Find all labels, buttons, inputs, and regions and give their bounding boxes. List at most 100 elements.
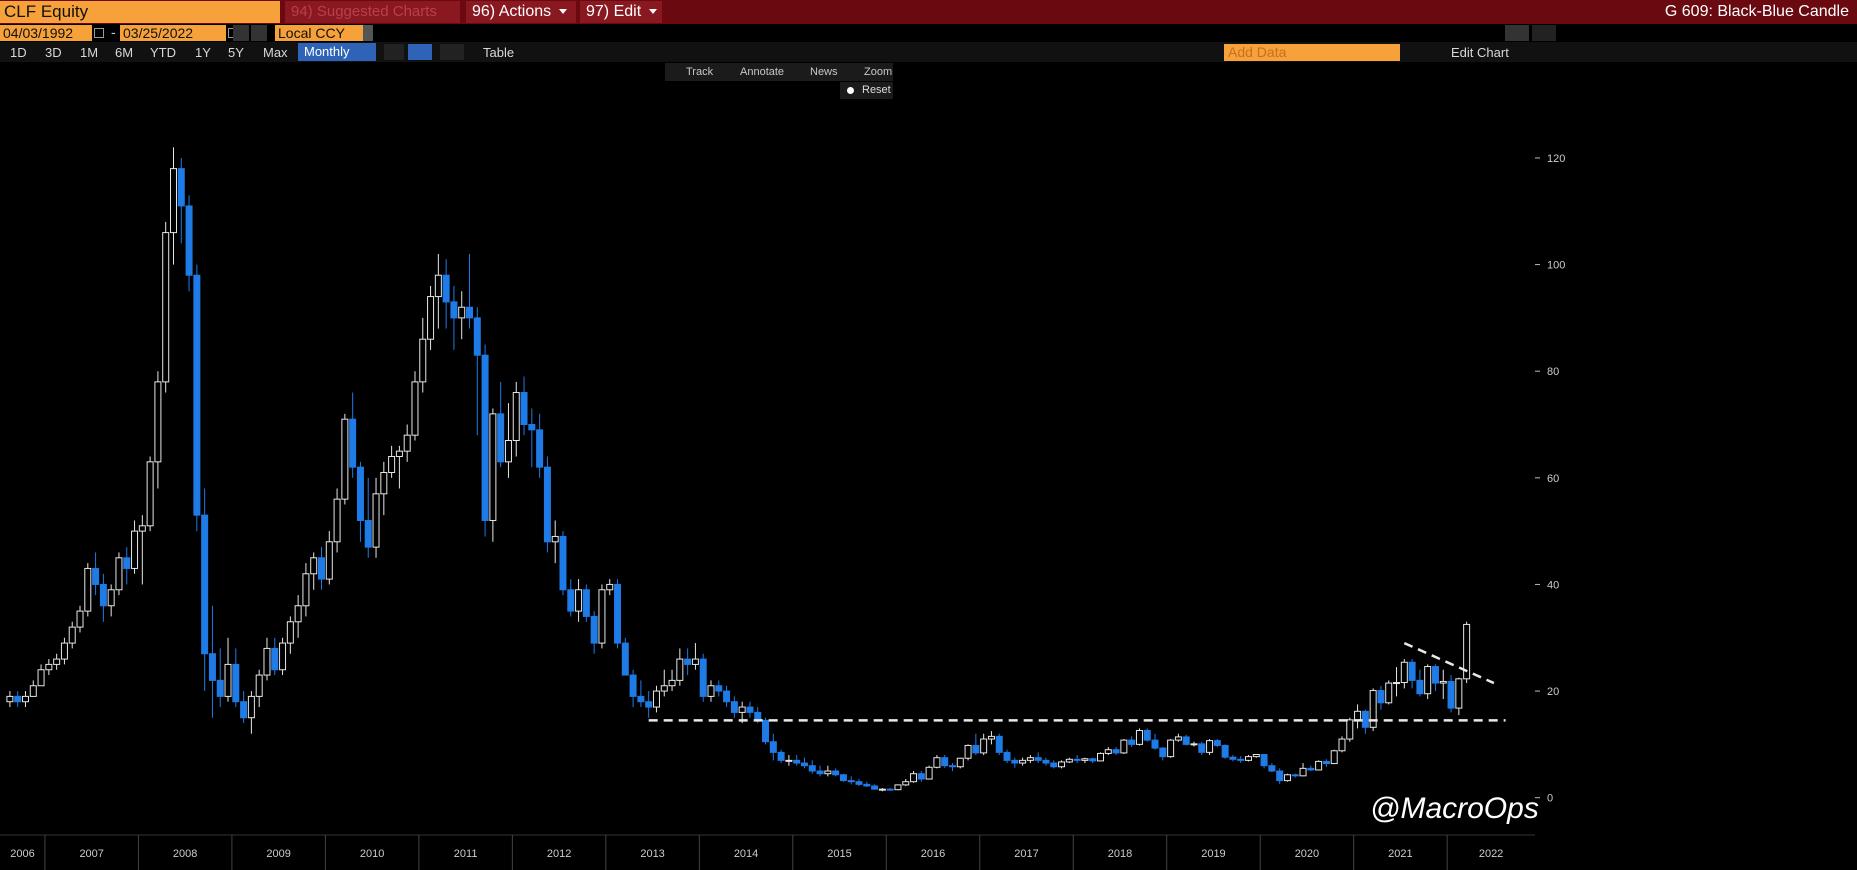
candle-body <box>99 583 107 607</box>
period-button[interactable]: 1Y <box>195 45 211 60</box>
candle-body <box>201 514 209 655</box>
candle-body <box>590 615 598 644</box>
chart-tool[interactable]: Track <box>686 66 714 78</box>
line-chart-icon[interactable] <box>384 44 404 60</box>
add-data-field[interactable]: Add Data <box>1224 44 1400 61</box>
candle-body <box>551 535 559 543</box>
candle-body <box>1143 730 1151 741</box>
candle-body <box>1283 774 1291 782</box>
y-tick-label: 100 <box>1547 260 1565 272</box>
candle-body <box>497 413 505 463</box>
start-date[interactable]: 04/03/1992 <box>0 25 92 41</box>
y-tick-label: 60 <box>1547 473 1559 485</box>
candle-body <box>948 765 956 768</box>
chart-tool[interactable]: Annotate <box>740 66 785 78</box>
candle-body <box>645 701 653 708</box>
candle-body <box>660 685 668 692</box>
candle-body <box>956 757 964 768</box>
candle-body <box>1034 757 1042 761</box>
currency-field[interactable]: Local CCY <box>275 25 363 41</box>
candle-chart-icon[interactable] <box>408 44 432 60</box>
x-tick-label: 2014 <box>734 848 758 860</box>
candle-body <box>1065 758 1073 763</box>
calendar-icon[interactable] <box>94 28 104 38</box>
candle-body <box>1393 682 1401 685</box>
candle-body <box>1377 690 1385 704</box>
candle-body <box>1221 744 1229 758</box>
prev-button[interactable] <box>233 25 249 41</box>
period-button[interactable]: Max <box>263 45 288 60</box>
candle-body <box>208 653 216 681</box>
candle-body <box>458 306 466 319</box>
redo-button[interactable] <box>1532 25 1556 41</box>
security-field[interactable]: CLF Equity <box>0 1 280 23</box>
chart-tool[interactable]: Zoom <box>864 66 893 78</box>
candle-body <box>738 706 746 713</box>
candle-body <box>53 658 61 665</box>
x-tick-label: 2012 <box>547 848 571 860</box>
candle-body <box>146 461 154 527</box>
candle-body <box>941 757 949 767</box>
candle-body <box>481 354 489 521</box>
edit-menu[interactable]: 97) Edit <box>580 1 662 23</box>
candle-body <box>1385 682 1393 704</box>
candle-body <box>606 583 614 591</box>
candle-body <box>762 719 770 743</box>
candle-body <box>816 770 824 775</box>
frequency-selector[interactable]: Monthly <box>298 43 376 61</box>
candle-body <box>621 642 629 676</box>
period-button[interactable]: 3D <box>45 45 62 60</box>
x-tick-label: 2006 <box>10 848 34 860</box>
table-button[interactable]: Table <box>483 45 515 60</box>
actions-menu[interactable]: 96) Actions <box>466 1 576 23</box>
candle-body <box>333 498 341 543</box>
end-date[interactable]: 03/25/2022 <box>120 25 226 41</box>
candle-body <box>434 274 442 298</box>
watermark: @MacroOps <box>1370 792 1539 825</box>
candle-body <box>964 744 972 759</box>
period-button[interactable]: 6M <box>115 45 134 60</box>
chart-tool[interactable]: News <box>810 66 838 78</box>
candle-body <box>1307 767 1315 771</box>
candle-body <box>504 440 512 463</box>
candle-body <box>536 429 544 468</box>
period-button[interactable]: YTD <box>150 45 176 60</box>
chart-type-dropdown[interactable] <box>440 44 464 60</box>
period-button[interactable]: 5Y <box>228 45 244 60</box>
candle-body <box>177 168 185 207</box>
candle-body <box>598 589 606 644</box>
period-button[interactable]: 1D <box>10 45 27 60</box>
candle-body <box>1213 740 1221 746</box>
next-button[interactable] <box>251 25 267 41</box>
candle-body <box>92 567 100 585</box>
candle-body <box>1291 774 1299 777</box>
candle-body <box>286 621 294 644</box>
candle-body <box>1237 758 1245 761</box>
candle-body <box>193 274 201 516</box>
candle-body <box>847 780 855 783</box>
x-tick-label: 2021 <box>1388 848 1412 860</box>
suggested-charts-menu[interactable]: 94) Suggested Charts <box>285 1 460 23</box>
x-tick-label: 2007 <box>79 848 103 860</box>
chart-toolbar <box>665 63 893 81</box>
candle-body <box>676 658 684 681</box>
candle-body <box>917 773 925 780</box>
candle-body <box>45 663 53 671</box>
x-tick-label: 2008 <box>173 848 197 860</box>
candle-body <box>871 785 879 790</box>
candle-body <box>1276 770 1284 782</box>
reset-icon <box>847 87 854 94</box>
candle-body <box>878 788 886 791</box>
period-button[interactable]: 1M <box>80 45 99 60</box>
reset-button[interactable]: Reset <box>840 82 893 99</box>
undo-button[interactable] <box>1505 25 1529 41</box>
candle-body <box>1050 762 1058 768</box>
candle-body <box>131 530 139 569</box>
candle-body <box>154 381 162 463</box>
candle-body <box>1463 623 1471 680</box>
candle-body <box>1159 747 1167 758</box>
currency-dropdown[interactable] <box>363 25 373 41</box>
candle-body <box>1073 758 1081 761</box>
edit-chart-button[interactable]: Edit Chart <box>1451 45 1509 60</box>
